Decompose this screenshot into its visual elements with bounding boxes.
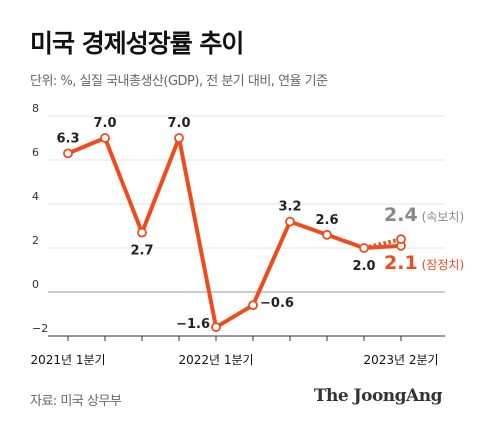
data-point	[174, 133, 184, 143]
data-label: 2.6	[315, 213, 338, 228]
data-label: −1.6	[176, 317, 210, 332]
data-label: 6.3	[56, 131, 79, 146]
data-label: 3.2	[278, 200, 301, 215]
series-layer	[63, 133, 406, 333]
advance-estimate-point	[396, 234, 406, 245]
data-label: 2.0	[352, 259, 375, 274]
preliminary-estimate-label: 2.1 (잠정치)	[384, 252, 464, 274]
x-tick-label: 2022년 1분기	[178, 353, 253, 367]
axis-layer: 8 6 4 2 0 −2 2021년 1분기 2022년 1분기 2023년 2분기	[30, 102, 445, 367]
x-tick-label: 2021년 1분기	[30, 353, 105, 367]
data-point	[211, 322, 221, 333]
chart-title: 미국 경제성장률 추이	[30, 29, 244, 58]
y-tick-label: 8	[32, 102, 39, 115]
data-label: 7.0	[167, 116, 190, 131]
gdp-series-line	[66, 136, 403, 330]
y-tick-label: 0	[32, 278, 39, 291]
y-tick-label: −2	[32, 322, 48, 335]
y-tick-label: 2	[32, 234, 39, 247]
data-point	[285, 216, 295, 227]
label-layer: 6.3 7.0 2.7 7.0 −1.6 −0.6 3.2 2.6 2.0 2.4 (속보치) 2.1…	[56, 116, 464, 332]
data-point	[63, 148, 73, 159]
data-point	[359, 243, 369, 253]
x-tick-label: 2023년 2분기	[363, 353, 438, 367]
data-point	[137, 227, 147, 238]
y-tick-label: 4	[32, 190, 39, 203]
data-label: 2.7	[130, 244, 153, 259]
advance-estimate-label-note: (속보치)	[422, 210, 464, 224]
brand-logo: The JoongAng	[313, 386, 443, 406]
data-point	[248, 300, 258, 311]
chart-subtitle: 단위: %, 실질 국내총생산(GDP), 전 분기 대비, 연율 기준	[30, 74, 328, 89]
source-note: 자료: 미국 상무부	[30, 394, 122, 409]
advance-estimate-label: 2.4 (속보치)	[384, 204, 464, 226]
advance-estimate-label-value: 2.4	[384, 204, 418, 226]
y-tick-label: 6	[32, 146, 39, 159]
data-point	[322, 229, 332, 240]
data-label: −0.6	[260, 296, 294, 311]
preliminary-estimate-label-note: (잠정치)	[422, 258, 464, 272]
data-point	[100, 133, 110, 143]
preliminary-estimate-label-value: 2.1	[384, 252, 418, 274]
data-label: 7.0	[93, 116, 116, 131]
